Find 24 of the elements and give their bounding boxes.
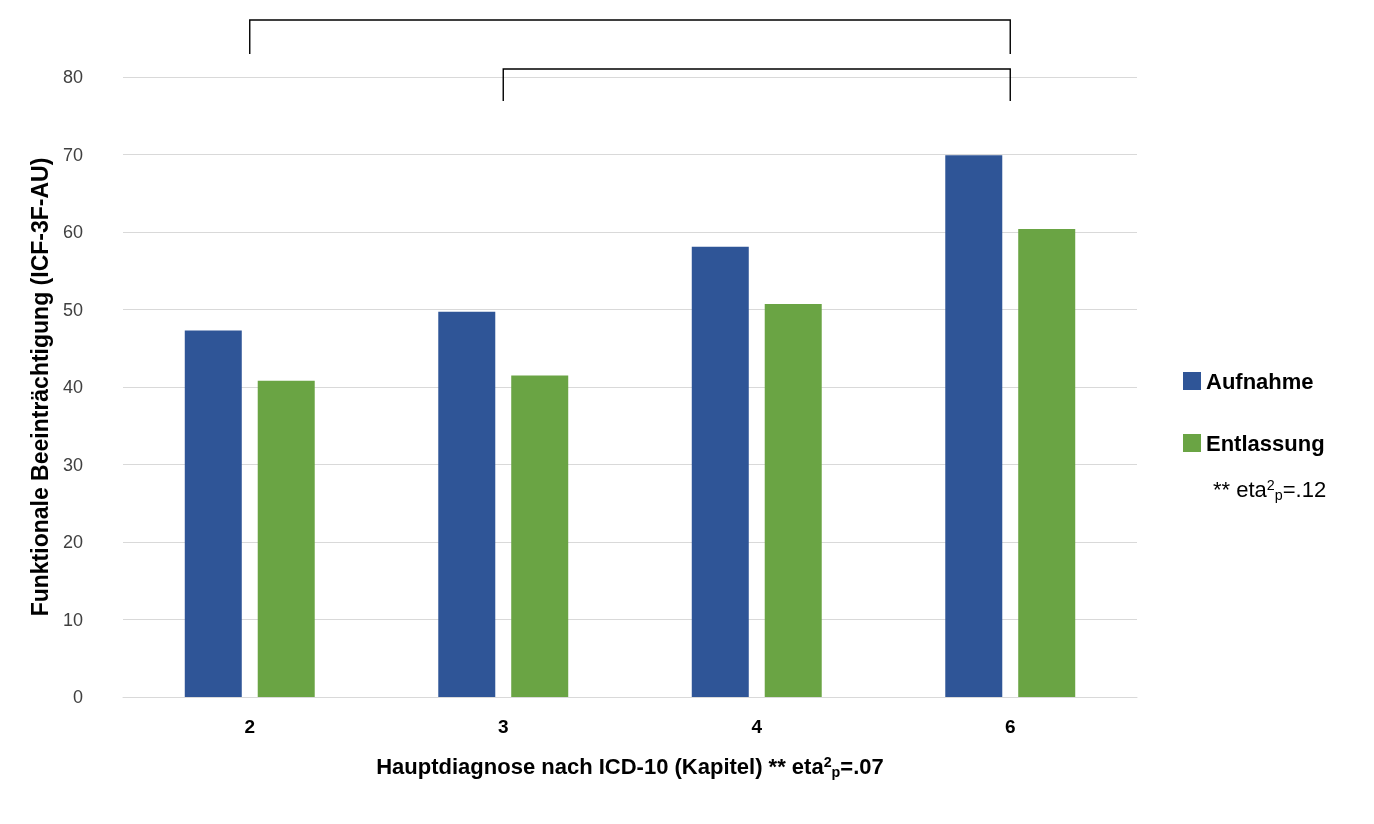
y-tick-label: 40 (62, 377, 83, 397)
bar (691, 246, 749, 697)
bar (511, 375, 569, 697)
y-axis-title: Funktionale Beeinträchtigung (ICF-3F-AU) (26, 157, 53, 617)
bar (945, 155, 1003, 697)
y-tick-label: 10 (62, 609, 83, 630)
x-tick-label: 3 (497, 716, 509, 737)
y-tick-label: 50 (62, 299, 83, 320)
y-tick-label: 80 (62, 67, 83, 87)
bar (1018, 228, 1076, 697)
y-tick-label: 60 (62, 222, 83, 242)
bar (438, 311, 496, 697)
x-tick-label: 6 (1004, 716, 1016, 737)
y-tick-label: 70 (62, 144, 83, 165)
x-tick-label: 2 (244, 716, 256, 737)
bar (764, 304, 822, 697)
bar (257, 380, 315, 697)
y-tick-label: 30 (62, 454, 83, 475)
legend-label: Aufnahme (1206, 368, 1314, 394)
y-tick-label: 20 (62, 532, 83, 552)
x-tick-label: 4 (751, 716, 763, 737)
y-tick-label: 0 (72, 687, 83, 707)
bar (184, 330, 242, 697)
legend-label: Entlassung (1206, 430, 1325, 456)
